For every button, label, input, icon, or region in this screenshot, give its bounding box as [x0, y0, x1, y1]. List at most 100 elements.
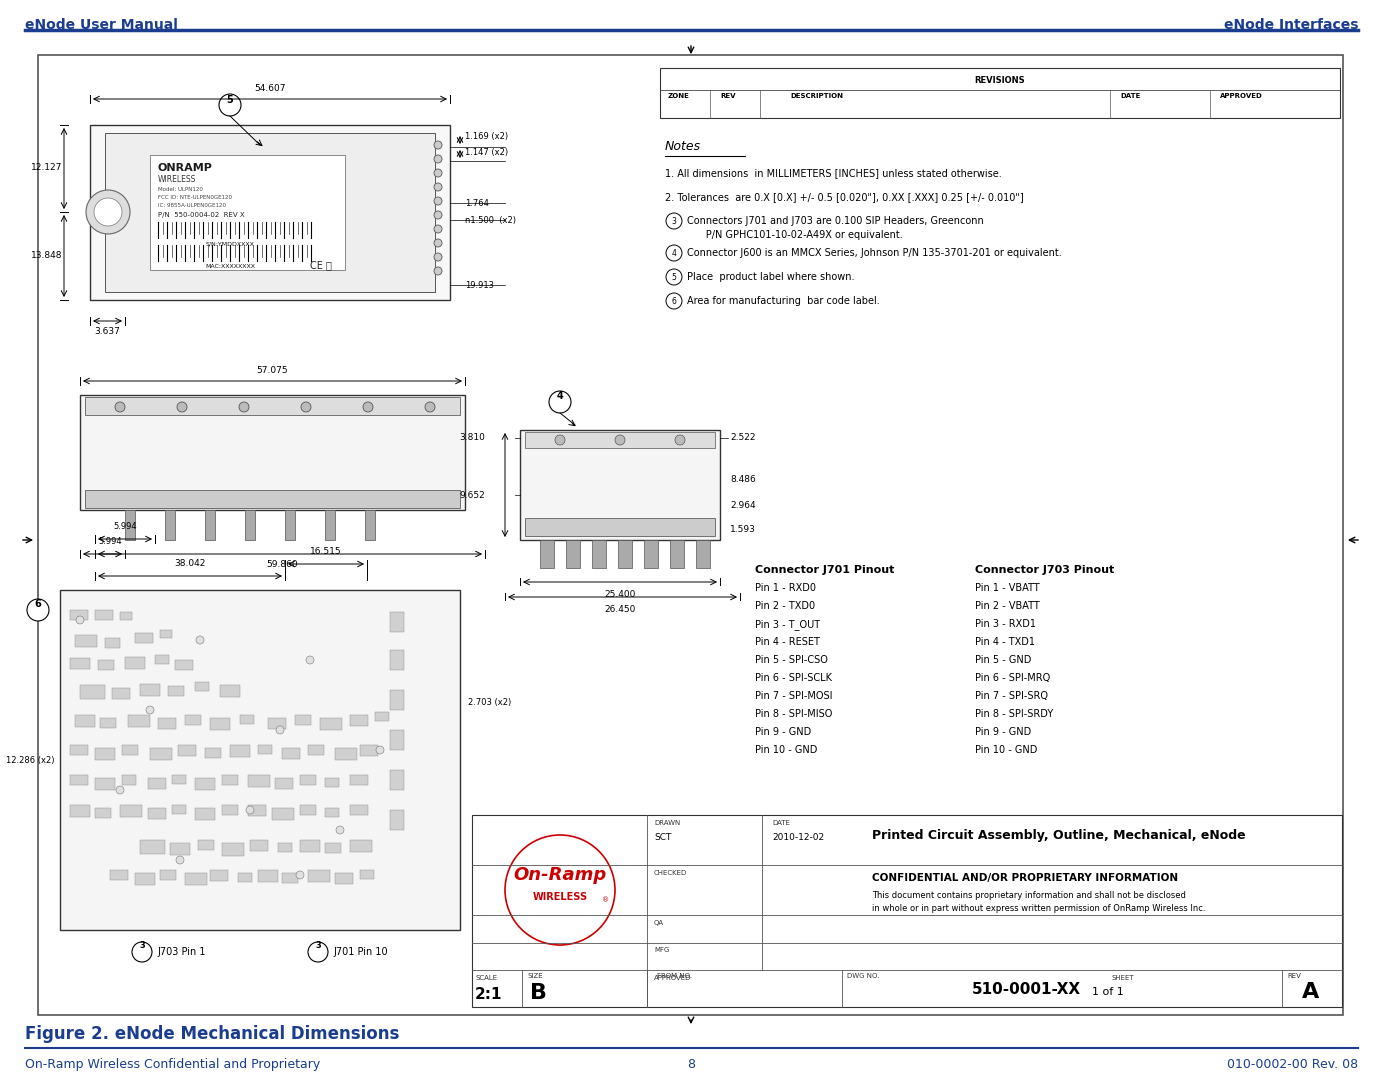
Bar	[111, 870, 129, 880]
Bar	[148, 808, 166, 819]
Circle shape	[306, 656, 314, 664]
Bar	[95, 778, 115, 790]
Bar	[205, 749, 221, 758]
Text: B: B	[530, 982, 548, 1003]
Bar	[390, 611, 404, 632]
Text: 3: 3	[672, 217, 676, 226]
Bar	[360, 745, 378, 756]
Bar	[178, 745, 196, 756]
Bar	[285, 510, 295, 540]
Bar	[223, 775, 238, 786]
Text: Printed Circuit Assembly, Outline, Mechanical, eNode: Printed Circuit Assembly, Outline, Mecha…	[873, 828, 1246, 841]
Text: 1 of 1: 1 of 1	[1093, 987, 1124, 997]
Bar	[71, 610, 89, 620]
Text: APPROVED: APPROVED	[1220, 92, 1263, 99]
Text: Pin 3 - RXD1: Pin 3 - RXD1	[975, 619, 1036, 629]
Text: Pin 6 - SPI-SCLK: Pin 6 - SPI-SCLK	[755, 673, 833, 683]
Circle shape	[505, 834, 615, 945]
Text: Pin 4 - RESET: Pin 4 - RESET	[755, 636, 820, 647]
Circle shape	[434, 239, 443, 247]
Bar	[122, 775, 136, 786]
Text: 5: 5	[672, 273, 676, 282]
Circle shape	[555, 435, 566, 445]
Circle shape	[615, 435, 625, 445]
Text: DATE: DATE	[772, 820, 790, 826]
Text: 2010-12-02: 2010-12-02	[772, 833, 824, 842]
Text: Pin 7 - SPI-SRQ: Pin 7 - SPI-SRQ	[975, 691, 1048, 701]
Bar	[95, 610, 113, 620]
Text: 57.075: 57.075	[256, 366, 288, 375]
Bar	[350, 805, 368, 815]
Text: Model: ULPN120: Model: ULPN120	[158, 187, 203, 191]
Text: P/N  550-0004-02  REV X: P/N 550-0004-02 REV X	[158, 212, 245, 218]
Bar	[278, 843, 292, 852]
Bar	[148, 778, 166, 789]
Circle shape	[434, 225, 443, 233]
Bar	[335, 873, 353, 883]
Bar	[75, 715, 95, 727]
Text: Pin 7 - SPI-MOSI: Pin 7 - SPI-MOSI	[755, 691, 833, 701]
Text: ®: ®	[602, 897, 609, 903]
Text: DWG NO.: DWG NO.	[846, 973, 880, 979]
Bar	[140, 840, 165, 854]
Circle shape	[94, 198, 122, 226]
Text: Pin 5 - GND: Pin 5 - GND	[975, 655, 1032, 665]
Text: Pin 2 - TXD0: Pin 2 - TXD0	[755, 601, 815, 611]
Text: 5.994: 5.994	[98, 537, 122, 546]
Bar	[84, 397, 461, 415]
Circle shape	[296, 871, 304, 879]
Circle shape	[196, 636, 205, 644]
Bar	[319, 718, 342, 730]
Text: 4: 4	[556, 391, 563, 401]
Text: 25.400: 25.400	[604, 590, 636, 599]
Circle shape	[336, 826, 344, 834]
Text: FCC ID: NTE-ULPEN0GE120: FCC ID: NTE-ULPEN0GE120	[158, 195, 232, 200]
Circle shape	[434, 211, 443, 219]
Bar	[248, 775, 270, 787]
Bar	[300, 775, 315, 786]
Text: REVISIONS: REVISIONS	[975, 76, 1025, 85]
Text: MAC:XXXXXXXX: MAC:XXXXXXXX	[205, 264, 254, 269]
Bar	[325, 843, 342, 853]
Bar	[275, 778, 293, 789]
Text: Connector J600 is an MMCX Series, Johnson P/N 135-3701-201 or equivalent.: Connector J600 is an MMCX Series, Johnso…	[687, 248, 1062, 258]
Bar	[325, 778, 339, 787]
Circle shape	[76, 616, 84, 625]
Text: Pin 5 - SPI-CSO: Pin 5 - SPI-CSO	[755, 655, 828, 665]
Circle shape	[425, 401, 436, 412]
Circle shape	[28, 599, 48, 621]
Bar	[120, 805, 142, 817]
Text: 9.652: 9.652	[459, 491, 485, 499]
Text: Pin 9 - GND: Pin 9 - GND	[755, 727, 812, 737]
Text: 1.593: 1.593	[730, 526, 757, 534]
Text: 5.994: 5.994	[113, 522, 137, 531]
Bar	[272, 808, 295, 820]
Bar	[526, 432, 715, 448]
Circle shape	[434, 267, 443, 275]
Bar	[259, 870, 278, 882]
Bar	[171, 805, 185, 814]
Circle shape	[434, 141, 443, 149]
Bar	[84, 490, 461, 508]
Bar	[300, 805, 315, 815]
Bar	[539, 540, 555, 568]
Bar	[325, 808, 339, 817]
Bar	[149, 154, 344, 270]
Bar	[308, 745, 324, 755]
Bar	[122, 745, 138, 755]
Bar	[170, 843, 189, 855]
Text: 3.637: 3.637	[94, 327, 120, 336]
Text: 13.848: 13.848	[30, 251, 62, 260]
Circle shape	[667, 213, 682, 228]
Bar	[195, 682, 209, 691]
Circle shape	[362, 401, 373, 412]
Text: Pin 1 - RXD0: Pin 1 - RXD0	[755, 583, 816, 593]
Bar	[335, 749, 357, 761]
Text: Area for manufacturing  bar code label.: Area for manufacturing bar code label.	[687, 296, 880, 306]
Bar	[95, 749, 115, 761]
Circle shape	[176, 856, 184, 864]
Text: J703 Pin 1: J703 Pin 1	[158, 947, 206, 957]
Text: J701 Pin 10: J701 Pin 10	[333, 947, 387, 957]
Text: 510-0001-XX: 510-0001-XX	[972, 982, 1082, 997]
Circle shape	[131, 942, 152, 962]
